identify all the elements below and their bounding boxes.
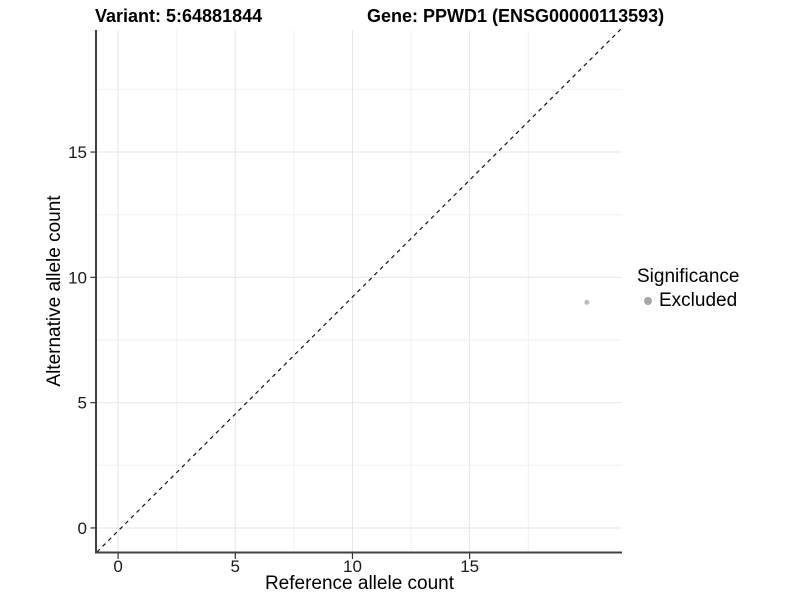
legend: Significance Excluded: [637, 265, 739, 312]
legend-item-excluded: Excluded: [637, 290, 739, 312]
legend-marker-circle-icon: [644, 297, 652, 305]
identity-line: [96, 28, 622, 553]
x-tick-label: 5: [231, 557, 240, 576]
x-tick-label: 0: [113, 557, 122, 576]
x-axis-title: Reference allele count: [264, 573, 455, 594]
y-tick-label: 5: [78, 394, 87, 413]
y-tick-label: 15: [68, 143, 87, 162]
x-tick-label: 15: [460, 557, 479, 576]
legend-title: Significance: [637, 266, 740, 287]
y-tick-label: 10: [68, 268, 87, 287]
y-axis-title: Alternative allele count: [44, 195, 65, 387]
plot-title-gene: Gene: PPWD1 (ENSG00000113593): [367, 6, 665, 26]
legend-item-label: Excluded: [659, 290, 738, 311]
y-tick-label: 0: [78, 519, 87, 538]
plot-title-variant: Variant: 5:64881844: [95, 6, 263, 26]
x-tick-label: 10: [343, 557, 362, 576]
data-point-excluded: [584, 299, 590, 305]
